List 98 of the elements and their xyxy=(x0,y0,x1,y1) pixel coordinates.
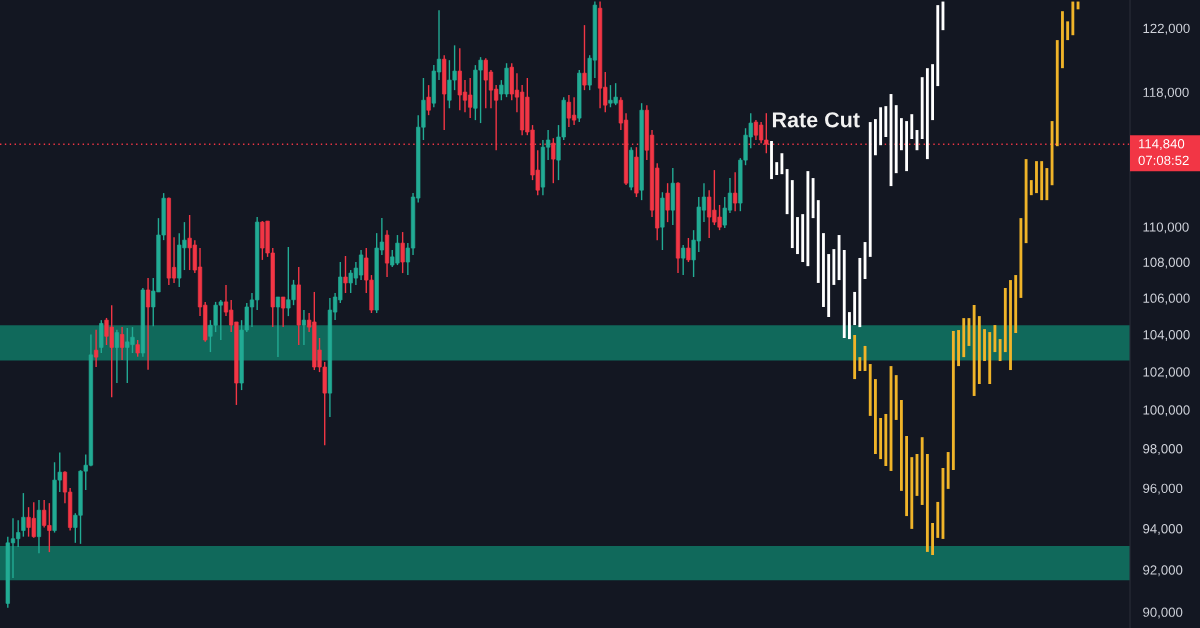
bar xyxy=(1003,287,1007,353)
candlestick xyxy=(21,492,26,538)
candlestick xyxy=(733,171,738,212)
y-tick-label: 94,000 xyxy=(1143,524,1183,535)
bar xyxy=(874,119,877,156)
y-tick-label: 122,000 xyxy=(1143,23,1190,35)
bar xyxy=(775,162,779,176)
bar xyxy=(894,375,898,420)
bar xyxy=(848,312,851,340)
candlestick xyxy=(119,326,125,361)
bar xyxy=(957,330,960,367)
bar xyxy=(977,316,981,384)
candlestick xyxy=(145,277,151,371)
bar xyxy=(822,233,825,307)
bar xyxy=(858,357,862,371)
bar xyxy=(801,214,805,263)
candlestick xyxy=(114,329,120,384)
bar xyxy=(931,522,934,555)
bar xyxy=(998,339,1002,362)
candlestick xyxy=(343,255,348,294)
bar xyxy=(946,452,950,489)
bar xyxy=(1029,180,1033,196)
bar xyxy=(894,105,898,174)
y-tick-label: 92,000 xyxy=(1143,565,1183,577)
bar xyxy=(770,141,773,180)
ref-line-label: 114,840 07:08:52 xyxy=(1138,139,1189,166)
bar xyxy=(920,77,924,140)
bar xyxy=(936,501,940,538)
bar xyxy=(853,335,857,380)
bar xyxy=(1035,161,1038,194)
bar xyxy=(1009,280,1012,371)
y-tick-label: 106,000 xyxy=(1143,293,1190,305)
y-tick-label: 100,000 xyxy=(1143,405,1190,417)
candlestick xyxy=(94,329,99,368)
bar xyxy=(827,254,831,318)
bar xyxy=(1071,1,1075,36)
bar xyxy=(1040,161,1044,201)
bar xyxy=(1055,40,1059,147)
bar xyxy=(1066,21,1070,41)
y-tick-label: 110,000 xyxy=(1143,222,1189,234)
bar xyxy=(811,178,815,219)
bar xyxy=(910,457,914,529)
bar xyxy=(931,64,934,121)
bar xyxy=(853,291,857,326)
candlestick xyxy=(275,296,281,358)
bar xyxy=(1019,218,1023,298)
candlestick xyxy=(686,237,691,263)
bar xyxy=(1014,275,1018,333)
bar xyxy=(951,330,955,470)
bar xyxy=(988,332,992,384)
bar xyxy=(925,68,929,160)
bar xyxy=(796,217,799,255)
bar xyxy=(874,379,877,454)
bar xyxy=(962,318,966,358)
bar xyxy=(936,5,940,87)
candlestick xyxy=(281,296,286,328)
bar xyxy=(920,437,924,505)
bar xyxy=(879,418,883,460)
bar xyxy=(790,180,794,249)
candlestick xyxy=(551,137,556,184)
bar xyxy=(993,325,997,353)
bar xyxy=(868,364,872,416)
y-tick-label: 98,000 xyxy=(1143,444,1183,455)
annotation: Rate Cut xyxy=(772,112,860,128)
bar xyxy=(816,200,820,283)
bar xyxy=(842,249,846,338)
y-tick-label: 118,000 xyxy=(1143,87,1189,99)
bar xyxy=(785,169,789,215)
bar xyxy=(806,171,810,267)
bar xyxy=(832,249,836,285)
bar xyxy=(858,257,862,328)
y-tick-label: 104,000 xyxy=(1143,330,1190,341)
bar xyxy=(899,399,903,491)
y-tick-label: 90,000 xyxy=(1143,607,1183,619)
bar xyxy=(910,114,914,140)
candlestick xyxy=(681,244,686,276)
bar xyxy=(1045,168,1049,201)
bar xyxy=(879,107,883,146)
bar xyxy=(780,153,784,175)
y-tick-label: 96,000 xyxy=(1143,483,1183,495)
y-tick-label: 102,000 xyxy=(1143,367,1190,379)
bar xyxy=(899,118,903,151)
candlestick xyxy=(665,182,670,223)
bar xyxy=(1061,11,1064,69)
bar xyxy=(925,454,929,552)
candlestick xyxy=(400,231,405,274)
bar xyxy=(972,304,976,396)
candlestick xyxy=(582,24,587,91)
bar xyxy=(1024,159,1028,244)
bar xyxy=(905,436,909,517)
bar xyxy=(884,106,888,138)
y-tick-label: 108,000 xyxy=(1143,257,1190,269)
bar xyxy=(983,329,986,362)
bar xyxy=(868,122,872,257)
candlestick xyxy=(426,84,431,116)
bar xyxy=(905,121,909,172)
bar xyxy=(884,413,888,467)
candlestick xyxy=(301,309,307,346)
